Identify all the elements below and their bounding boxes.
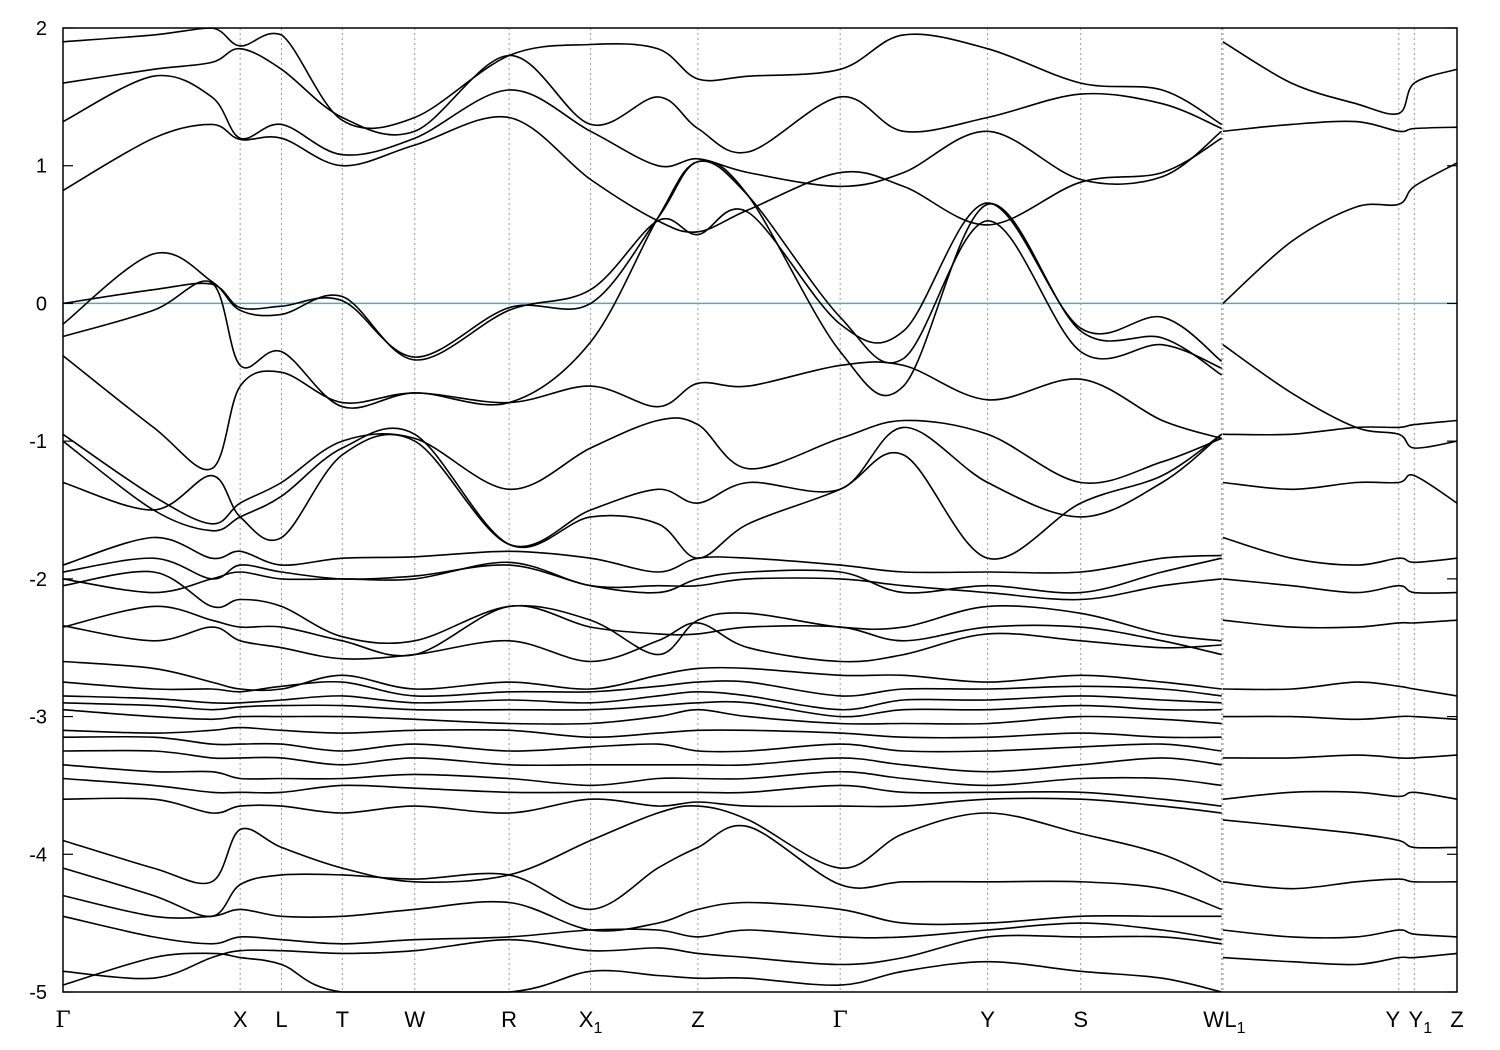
x-tick-label: Z bbox=[1450, 1007, 1463, 1032]
x-tick-label: S bbox=[1073, 1007, 1088, 1032]
band-line-24 bbox=[62, 805, 1222, 885]
band-line-26 bbox=[62, 894, 1222, 932]
x-tick-label: Z bbox=[691, 1007, 704, 1032]
band-line-34 bbox=[1222, 162, 1458, 304]
band-line-36 bbox=[1222, 41, 1458, 115]
band-line-17 bbox=[62, 708, 1222, 725]
band-line-12 bbox=[62, 622, 1222, 663]
band-line-20 bbox=[62, 749, 1222, 773]
grid-layer bbox=[239, 28, 1415, 992]
band-line-33 bbox=[62, 115, 1222, 234]
y-tick-label: -5 bbox=[29, 982, 47, 1004]
y-tick-label: 2 bbox=[36, 18, 47, 40]
band-line-14 bbox=[62, 680, 1222, 697]
band-line-31 bbox=[62, 47, 1222, 154]
band-line-9 bbox=[62, 561, 1222, 601]
band-line-39 bbox=[1222, 474, 1458, 504]
x-tick-label: T bbox=[336, 1007, 349, 1032]
x-tick-label: Y bbox=[980, 1007, 995, 1032]
band-line-18 bbox=[62, 726, 1222, 739]
band-line-8 bbox=[62, 557, 1222, 594]
x-axis-ticks: Γ X L T W R X1 Z Γ Y S W L1 Y Y1 Z bbox=[55, 1007, 1463, 1037]
x-tick-label: R bbox=[501, 1007, 517, 1032]
band-line-6 bbox=[62, 426, 1223, 548]
band-line-19 bbox=[62, 735, 1222, 753]
band-line-3 bbox=[62, 355, 1222, 471]
band-line-50 bbox=[1222, 952, 1458, 966]
x-tick-label: Y bbox=[1385, 1007, 1400, 1032]
band-line-45 bbox=[1222, 754, 1458, 759]
x-tick-label: X bbox=[233, 1007, 248, 1032]
x-tick-label: L bbox=[275, 1007, 287, 1032]
x-tick-label: W bbox=[1203, 1007, 1224, 1032]
band-line-2 bbox=[62, 160, 1222, 369]
band-line-5 bbox=[62, 427, 1223, 560]
band-line-41 bbox=[1222, 578, 1458, 594]
band-line-44 bbox=[1222, 715, 1458, 721]
band-line-7 bbox=[62, 536, 1222, 574]
band-line-11 bbox=[62, 604, 1222, 657]
band-line-42 bbox=[1222, 619, 1458, 629]
band-line-49 bbox=[1222, 929, 1458, 939]
band-line-22 bbox=[62, 777, 1222, 807]
band-line-13 bbox=[62, 660, 1222, 692]
band-line-47 bbox=[1222, 819, 1458, 849]
band-line-35 bbox=[1222, 120, 1458, 133]
x-tick-label: L1 bbox=[1224, 1007, 1245, 1037]
band-line-15 bbox=[62, 691, 1222, 711]
y-tick-label: -4 bbox=[29, 844, 47, 866]
band-line-25 bbox=[62, 824, 1222, 918]
x-tick-label: Γ bbox=[55, 1008, 70, 1033]
x-tick-label: X1 bbox=[579, 1007, 603, 1037]
band-line-46 bbox=[1222, 790, 1458, 800]
x-tick-label: Γ bbox=[833, 1008, 848, 1033]
y-tick-label: 0 bbox=[36, 293, 47, 315]
band-line-21 bbox=[62, 764, 1222, 787]
band-line-10 bbox=[62, 570, 1222, 656]
band-line-28 bbox=[62, 934, 1222, 980]
y-tick-label: -3 bbox=[29, 707, 47, 729]
y-tick-label: -1 bbox=[29, 431, 47, 453]
y-axis-ticks: -5 -4 -3 -2 -1 0 1 2 bbox=[29, 18, 1457, 1004]
band-line-40 bbox=[1222, 536, 1458, 566]
plot-frame bbox=[62, 27, 1458, 993]
band-line-38 bbox=[1222, 419, 1458, 436]
band-line-27 bbox=[62, 915, 1222, 945]
band-line-4 bbox=[62, 417, 1222, 525]
y-tick-label: -2 bbox=[29, 569, 47, 591]
band-line-23 bbox=[62, 797, 1222, 814]
x-tick-label: Y1 bbox=[1409, 1007, 1433, 1037]
bands-layer bbox=[62, 27, 1458, 993]
band-line-43 bbox=[1222, 681, 1458, 697]
band-line-32 bbox=[62, 74, 1223, 188]
band-line-37 bbox=[1222, 344, 1458, 449]
band-line-29 bbox=[62, 952, 1222, 993]
band-line-16 bbox=[62, 700, 1222, 718]
band-line-48 bbox=[1222, 878, 1458, 890]
band-line-30 bbox=[62, 27, 1222, 130]
x-tick-label: W bbox=[404, 1007, 425, 1032]
y-tick-label: 1 bbox=[36, 156, 47, 178]
